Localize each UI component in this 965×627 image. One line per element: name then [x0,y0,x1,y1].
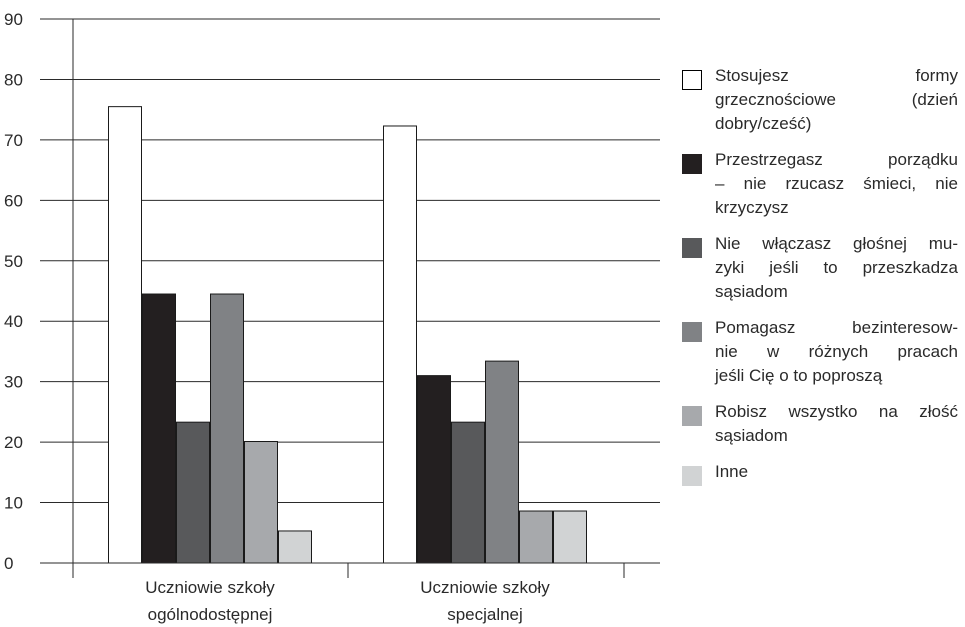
y-tick-label: 50 [4,252,23,271]
bar [210,293,244,564]
legend-swatch [682,154,702,174]
category-label: Uczniowie szkoły specjalnej [420,578,550,624]
legend-item: Stosujesz formy grzecznościowe (dzień dobr… [682,64,958,136]
bar [278,530,312,564]
legend-label: Nie włączasz głośnej mu-zyki jeśli to pr… [715,234,958,301]
y-tick-label: 0 [4,554,13,573]
y-tick-label: 60 [4,191,23,210]
y-tick-label: 70 [4,131,23,150]
legend-item: Pomagasz bezinteresow-nie w różnych prac… [682,316,958,388]
y-axis-tick-labels: 0 10 20 30 40 50 60 70 80 90 [4,10,23,573]
y-tick-label: 20 [4,433,23,452]
y-tick-label: 30 [4,373,23,392]
bar [108,106,142,564]
bar [417,375,451,564]
bar [451,421,485,564]
y-tick-label: 40 [4,312,23,331]
legend-swatch [682,466,702,486]
legend-item: Nie włączasz głośnej mu-zyki jeśli to pr… [682,232,958,304]
category-label: Uczniowie szkoły ogólnodostępnej [145,578,275,624]
legend-label: Stosujesz formy grzecznościowe (dzień dobr… [715,66,958,133]
bar [553,510,587,564]
bar [244,441,278,564]
bar [485,360,519,564]
legend-swatch [682,322,702,342]
legend-swatch [682,406,702,426]
legend-label: Inne [715,462,749,481]
legend-label: Przestrzegasz porządku – nie rzucasz śmie… [715,150,958,217]
y-tick-label: 90 [4,10,23,29]
bar [142,293,176,564]
y-tick-label: 10 [4,494,23,513]
legend-label: Robisz wszystko na złość sąsiadom [715,402,958,445]
bar [176,421,210,564]
y-tick-label: 80 [4,70,23,89]
legend-label: Pomagasz bezinteresow-nie w różnych prac… [715,318,958,385]
category-labels: Uczniowie szkoły ogólnodostępnej Uczniowie… [145,578,550,624]
legend-item: Inne [682,460,958,486]
bar-chart: 0 10 20 30 40 50 60 70 80 90 Uczniowie szkoły ogól… [4,10,660,624]
axes [40,19,660,578]
legend: Stosujesz formy grzecznościowe (dzień dobr… [682,64,958,496]
bars [108,106,587,564]
bar [383,125,417,564]
legend-item: Przestrzegasz porządku – nie rzucasz śmie… [682,148,958,220]
legend-item: Robisz wszystko na złość sąsiadom [682,400,958,448]
bar [519,510,553,564]
legend-swatch [682,238,702,258]
legend-swatch [682,70,702,90]
